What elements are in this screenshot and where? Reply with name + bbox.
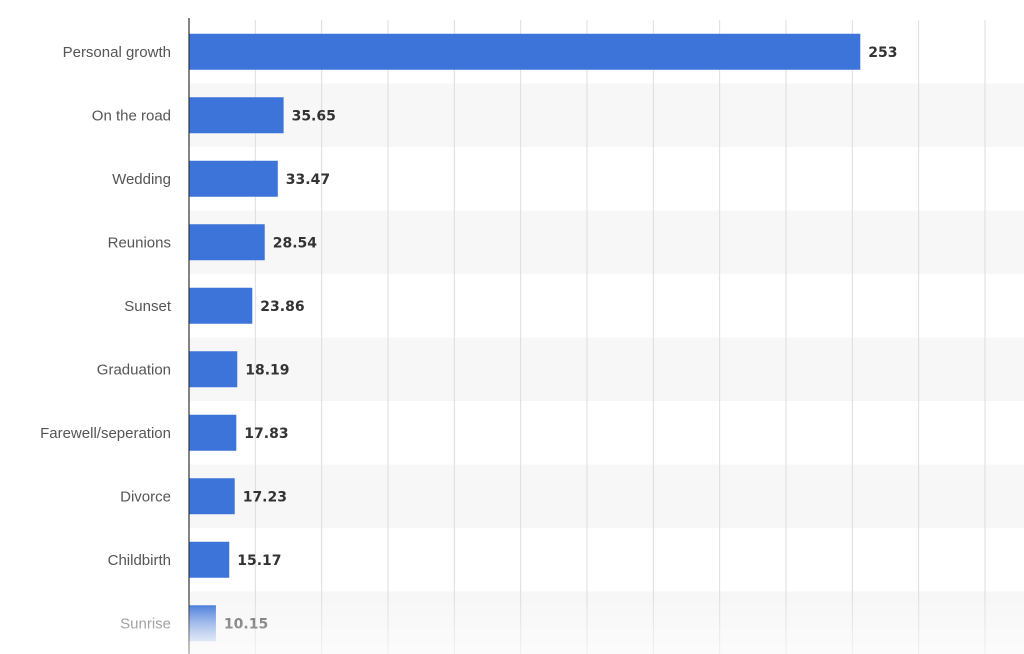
category-label: Reunions (108, 234, 171, 251)
category-label: Wedding (112, 171, 171, 188)
bar-reunions (189, 224, 265, 261)
row-band (189, 83, 1024, 147)
bar-personal-growth (189, 33, 861, 70)
category-label: Farewell/seperation (40, 425, 171, 442)
bar-farewell-seperation (189, 414, 237, 451)
value-label: 35.65 (292, 108, 336, 124)
value-label: 33.47 (286, 172, 330, 188)
category-label: Sunset (124, 298, 172, 315)
bar-childbirth (189, 541, 230, 578)
category-label: On the road (92, 107, 171, 124)
category-label: Personal growth (63, 44, 171, 61)
row-band (189, 464, 1024, 528)
value-label: 18.19 (245, 362, 289, 378)
bar-wedding (189, 160, 278, 197)
category-label: Graduation (97, 361, 171, 378)
bar-sunset (189, 287, 253, 324)
category-label: Sunrise (120, 615, 171, 632)
bar-divorce (189, 478, 235, 515)
bar-on-the-road (189, 97, 284, 134)
category-label: Childbirth (108, 552, 171, 569)
value-label: 17.83 (244, 426, 288, 442)
row-band (189, 591, 1024, 654)
value-label: 28.54 (273, 235, 318, 251)
category-label: Divorce (120, 488, 171, 505)
value-label: 15.17 (237, 553, 281, 569)
value-label: 23.86 (260, 299, 304, 315)
bar-graduation (189, 351, 238, 388)
value-label: 253 (868, 45, 897, 61)
value-label: 17.23 (243, 489, 287, 505)
row-band (189, 337, 1024, 401)
row-band (189, 210, 1024, 274)
bar-sunrise (189, 605, 216, 642)
value-label: 10.15 (224, 616, 268, 632)
